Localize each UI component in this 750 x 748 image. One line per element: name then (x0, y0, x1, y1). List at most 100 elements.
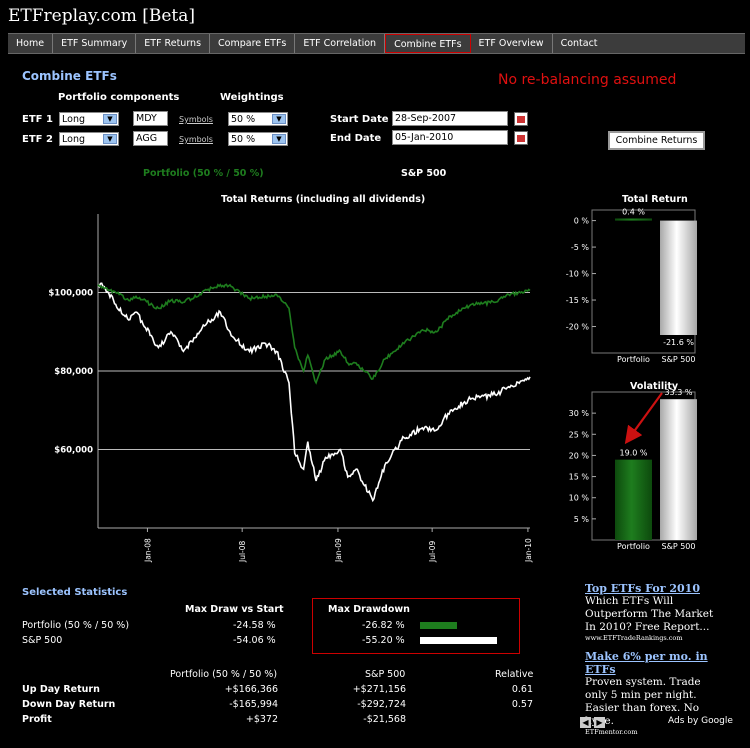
series-line-portfolio (97, 283, 531, 385)
bar-y-tick-label: 20 % (569, 451, 590, 460)
calendar-icon[interactable] (514, 112, 528, 126)
col-max-drawdown-header: Max Drawdown (328, 604, 410, 615)
calendar-icon[interactable] (514, 131, 528, 145)
x-tick-label: Jan-08 (143, 538, 152, 563)
nav-etf-summary[interactable]: ETF Summary (53, 34, 137, 53)
weightings-label: Weightings (220, 92, 284, 103)
bar-y-tick-label: 15 % (569, 473, 590, 482)
ads-by-google[interactable]: Ads by Google (668, 716, 733, 726)
nav-contact[interactable]: Contact (560, 38, 598, 49)
stat-row-draw: -54.06 % (233, 635, 276, 646)
table-cell-relative: 0.61 (511, 684, 533, 695)
statistics-heading: Selected Statistics (22, 587, 128, 598)
total-return-chart-title: Total Return (622, 194, 688, 205)
chevron-down-icon: ▼ (103, 114, 117, 124)
nav-etf-overview[interactable]: ETF Overview (471, 34, 553, 53)
bar-category-label: S&P 500 (662, 355, 696, 364)
table-cell-relative: 0.57 (511, 699, 533, 710)
table-cell-portfolio: +$372 (245, 714, 278, 725)
col-relative-header: Relative (495, 669, 534, 680)
ad-next-icon[interactable]: ▶ (594, 717, 605, 728)
bar-data-label: 0.4 % (622, 207, 645, 216)
x-tick-label: Jan-09 (334, 538, 343, 563)
bar-y-tick-label: 5 % (574, 515, 590, 524)
stat-row-name: S&P 500 (22, 635, 63, 646)
table-row-label: Down Day Return (22, 699, 116, 710)
bar-sp500 (660, 399, 697, 540)
etf1-symbols-link[interactable]: Symbols (179, 115, 213, 124)
table-cell-portfolio: +$166,366 (224, 684, 278, 695)
series-line-sp500 (97, 282, 531, 503)
etf2-position-select[interactable]: Long ▼ (59, 132, 119, 146)
etf1-weight-select[interactable]: 50 % ▼ (228, 112, 288, 126)
etf1-weight-value: 50 % (231, 114, 256, 125)
etf2-symbols-link[interactable]: Symbols (179, 135, 213, 144)
nav-etf-correlation[interactable]: ETF Correlation (295, 34, 386, 53)
etf2-weight-select[interactable]: 50 % ▼ (228, 132, 288, 146)
table-cell-sp500: -$21,568 (363, 714, 406, 725)
nav-combine-etfs[interactable]: Combine ETFs (385, 34, 471, 53)
start-date-label: Start Date (330, 114, 389, 125)
ad-title[interactable]: Top ETFs For 2010 (585, 582, 700, 595)
etf2-weight-value: 50 % (231, 134, 256, 145)
end-date-label: End Date (330, 133, 382, 144)
chevron-down-icon: ▼ (272, 134, 286, 144)
etf2-ticker-input[interactable]: AGG (133, 131, 168, 146)
bar-data-label: 19.0 % (620, 449, 648, 458)
annotation-arrow (624, 392, 663, 445)
stat-row-draw: -24.58 % (233, 620, 276, 631)
bar-category-label: S&P 500 (662, 542, 696, 551)
bar-y-tick-label: -10 % (566, 270, 590, 279)
line-chart-title: Total Returns (including all dividends) (221, 194, 426, 205)
bar-y-tick-label: -15 % (566, 296, 590, 305)
etf1-ticker-input[interactable]: MDY (133, 111, 168, 126)
ad-url[interactable]: ETFmentor.com (585, 728, 638, 736)
bar-data-label: 33.3 % (665, 388, 693, 397)
bar-portfolio (615, 218, 652, 221)
bar-category-label: Portfolio (617, 542, 650, 551)
table-cell-sp500: +$271,156 (352, 684, 406, 695)
etf2-label: ETF 2 (22, 134, 53, 145)
ad-block[interactable]: Top ETFs For 2010 Which ETFs Will Outper… (585, 582, 725, 642)
etf2-position-value: Long (62, 134, 85, 145)
bar-y-tick-label: -5 % (571, 243, 590, 252)
bar-sp500 (660, 220, 697, 335)
x-tick-label: Jan-10 (524, 538, 533, 563)
ad-prev-icon[interactable]: ◀ (580, 717, 591, 728)
nav-home[interactable]: Home (8, 34, 54, 53)
etf1-position-value: Long (62, 114, 85, 125)
max-drawdown-box (312, 598, 520, 654)
table-row-label: Up Day Return (22, 684, 100, 695)
bar-y-tick-label: 0 % (574, 217, 590, 226)
etf1-position-select[interactable]: Long ▼ (59, 112, 119, 126)
stat-row-name: Portfolio (50 % / 50 %) (22, 620, 130, 631)
table-row-label: Profit (22, 714, 52, 725)
y-tick-label: $60,000 (54, 446, 93, 456)
etf1-label: ETF 1 (22, 114, 53, 125)
chevron-down-icon: ▼ (272, 114, 286, 124)
ad-body: Which ETFs Will Outperform The Market In… (585, 595, 714, 633)
drawdown-bar-portfolio (420, 622, 458, 629)
y-tick-label: $100,000 (48, 289, 93, 299)
col-max-draw-header: Max Draw vs Start (185, 604, 284, 615)
main-navigation: Home ETF Summary ETF Returns Compare ETF… (8, 33, 745, 54)
site-title: ETFreplay.com [Beta] (8, 6, 195, 26)
bar-y-tick-label: -20 % (566, 323, 590, 332)
nav-etf-returns[interactable]: ETF Returns (136, 34, 211, 53)
nav-compare-etfs[interactable]: Compare ETFs (210, 34, 296, 53)
bar-portfolio (615, 459, 652, 540)
bar-category-label: Portfolio (617, 355, 650, 364)
col-sp500-header: S&P 500 (365, 669, 406, 680)
start-date-input[interactable]: 28-Sep-2007 (392, 111, 508, 126)
chevron-down-icon: ▼ (103, 134, 117, 144)
y-tick-label: $80,000 (54, 367, 93, 377)
combine-returns-button[interactable]: Combine Returns (608, 131, 705, 150)
x-tick-label: Jul-08 (238, 540, 247, 563)
bar-data-label: -21.6 % (663, 338, 694, 347)
ad-url[interactable]: www.ETFTradeRankings.com (585, 634, 683, 642)
bar-y-tick-label: 25 % (569, 430, 590, 439)
rebalancing-notice: No re-balancing assumed (498, 72, 677, 88)
ad-title[interactable]: Make 6% per mo. in ETFs (585, 650, 708, 676)
end-date-input[interactable]: 05-Jan-2010 (392, 130, 508, 145)
legend-sp500: S&P 500 (401, 168, 447, 179)
